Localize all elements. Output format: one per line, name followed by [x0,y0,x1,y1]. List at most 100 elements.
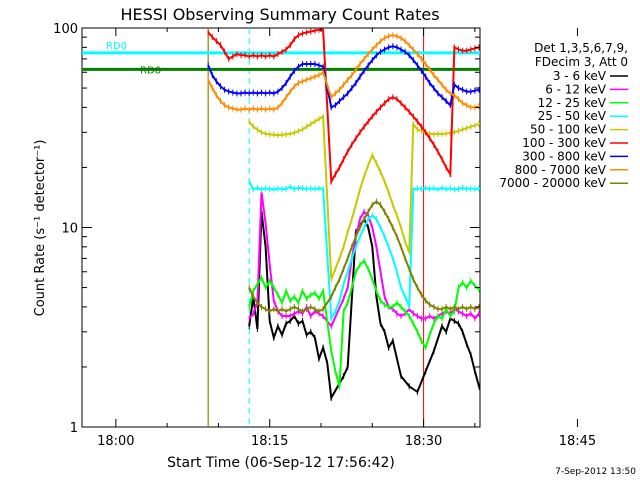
series-8-point-10 [289,306,291,313]
series-8-point-54 [474,306,476,313]
series-8-point-4 [265,306,267,313]
series-7-point-71 [511,85,512,91]
series-4-point-33 [388,189,390,196]
series-2-point-7 [277,291,279,298]
series-6-point-60 [457,85,459,92]
series-4-point-34 [392,201,394,208]
series-6-point-66 [483,85,484,91]
series-3-point-50 [457,185,459,192]
series-7-point-66 [483,102,484,108]
series-8-point-20 [334,284,336,291]
series-3-point-58 [491,185,492,191]
series-6-point-21 [293,67,295,74]
series-2-point-58 [491,281,492,287]
series-5-point-24 [306,29,308,36]
series-4-point-45 [437,130,439,137]
series-2-point-42 [425,344,427,351]
series-1-point-44 [441,310,443,317]
series-4-point-20 [334,265,336,272]
series-3-point-23 [347,268,349,275]
series-2-point-12 [297,299,299,306]
series-4-point-7 [277,132,279,139]
series-5-point-28 [322,28,324,33]
series-8-point-30 [375,198,377,205]
series-6-point-37 [363,67,365,74]
series-7-point-0 [207,76,209,83]
y-axis-label: Count Rate (s⁻¹ detector⁻¹) [33,140,48,317]
series-5-point-15 [269,52,271,59]
series-5-point-4 [224,48,226,55]
series-6-point-70 [503,71,504,77]
series-4-point-30 [375,160,377,167]
series-7-point-48 [408,42,410,49]
series-3-point-8 [281,185,283,192]
series-7-point-7 [236,106,238,113]
series-1-point-26 [367,212,369,219]
series-6-point-62 [466,88,468,95]
series-5-point-67 [487,40,488,46]
series-6-point-72 [515,64,516,70]
series-2-point-26 [359,261,361,268]
series-0-point-52 [511,383,512,389]
legend-label-0: 3 - 6 keV [553,69,607,83]
series-6-point-59 [453,81,455,88]
series-5-point-5 [228,55,230,62]
series-7-point-68 [491,98,492,104]
axis-layer: 18:0018:1518:3018:4519:0019:1519:3011010… [53,22,596,449]
series-6-point-16 [273,90,275,97]
series-7-point-49 [412,46,414,53]
series-7-point-70 [503,90,504,96]
series-5-point-32 [343,156,345,163]
series-4-point-39 [412,121,414,128]
series-2-point-15 [310,291,312,298]
series-6-point-0 [207,62,209,69]
series-5-point-43 [388,96,390,103]
series-2-point-21 [338,383,340,390]
series-5-point-41 [380,104,381,111]
series-6-point-12 [256,90,258,97]
legend-label-3: 25 - 50 keV [538,109,607,123]
series-7-point-16 [273,106,275,113]
series-4-point-23 [347,228,349,235]
series-2-point-57 [487,285,488,291]
series-1-point-28 [375,243,377,250]
series-6-point-45 [396,44,398,51]
series-4-point-41 [421,127,423,134]
series-2-point-35 [396,299,398,306]
series-5-point-16 [273,53,275,60]
series-0-point-7 [277,323,279,330]
series-7-point-30 [334,90,336,97]
series-3-point-5 [269,185,271,192]
legend-label-6: 300 - 800 keV [522,149,606,163]
series-4-point-27 [363,173,365,180]
series-5-point-20 [289,42,291,49]
series-1-point-39 [421,315,423,322]
series-3-point-2 [256,184,258,191]
series-3-point-57 [487,187,488,193]
series-8-point-7 [277,308,279,315]
series-1-point-24 [359,216,361,223]
series-7-point-9 [244,105,246,112]
series-4-point-10 [289,130,291,137]
series-4-point-16 [314,118,316,125]
series-8-point-19 [330,293,332,300]
series-7-point-65 [478,103,480,110]
series-7-point-63 [470,104,472,111]
series-5-point-61 [462,47,464,54]
series-7-point-41 [380,38,381,45]
series-3-point-22 [343,281,345,288]
series-7-point-24 [306,76,308,83]
legend-label-5: 100 - 300 keV [522,136,606,150]
series-4-point-35 [396,212,398,219]
series-7-point-60 [457,96,459,103]
series-3-point-49 [453,186,455,193]
series-5-point-63 [470,46,472,53]
series-5-point-27 [318,28,320,33]
series-0-point-30 [388,344,390,351]
series-7-point-46 [400,35,402,42]
series-3-point-20 [334,308,336,315]
series-7-point-37 [363,55,365,62]
series-4-point-29 [371,152,373,159]
series-line-7 [207,34,480,111]
series-2-point-60 [503,283,504,289]
